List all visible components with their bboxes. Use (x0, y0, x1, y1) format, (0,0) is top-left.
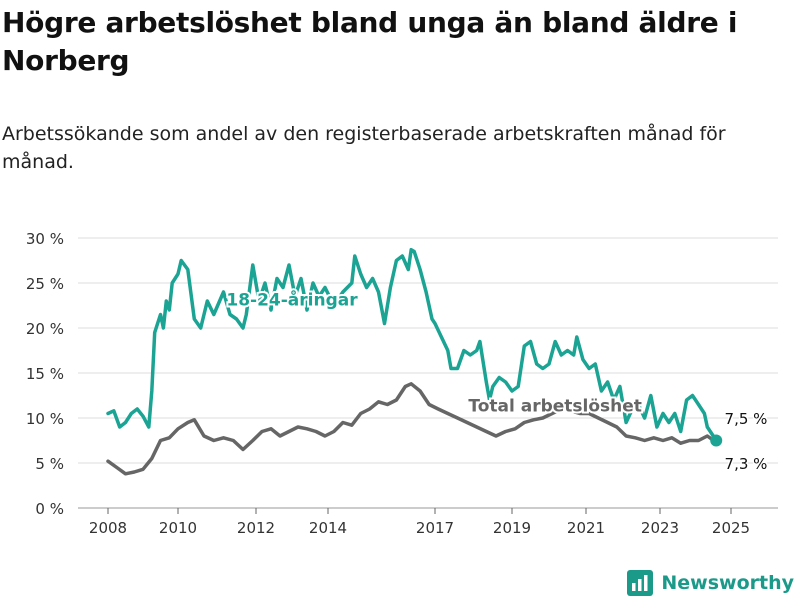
x-tick-label: 2021 (567, 519, 605, 537)
series-end-marker (710, 434, 723, 447)
x-tick-label: 2019 (493, 519, 531, 537)
x-tick-label: 2008 (89, 519, 127, 537)
y-tick-label: 25 % (26, 275, 64, 293)
youth-unemployment-line (106, 247, 718, 443)
newsworthy-brand: Newsworthy (627, 568, 794, 598)
youth-end-value-label: 7,5 % (725, 410, 768, 428)
total-end-value-label: 7,3 % (725, 455, 768, 473)
y-tick-label: 15 % (26, 365, 64, 383)
bar-chart-logo-icon (627, 570, 654, 596)
series-label: Total arbetslöshet (468, 397, 642, 417)
chart-title: Högre arbetslöshet bland unga än bland ä… (2, 6, 738, 77)
x-tick-label: 2023 (641, 519, 679, 537)
x-tick-label: 2010 (159, 519, 197, 537)
x-tick-label: 2025 (712, 519, 750, 537)
x-tick-label: 2017 (416, 519, 454, 537)
x-tick-label: 2014 (309, 519, 347, 537)
total-unemployment-line (106, 382, 718, 476)
x-tick-label: 2012 (237, 519, 275, 537)
chart-subtitle: Arbetssökande som andel av den registerb… (2, 123, 726, 173)
y-tick-label: 30 % (26, 230, 64, 248)
y-tick-label: 10 % (26, 410, 64, 428)
brand-label: Newsworthy (661, 572, 794, 594)
y-tick-label: 20 % (26, 320, 64, 338)
y-tick-label: 5 % (35, 455, 64, 473)
series-label: 18-24-åringar (226, 289, 358, 311)
y-tick-label: 0 % (35, 500, 64, 518)
